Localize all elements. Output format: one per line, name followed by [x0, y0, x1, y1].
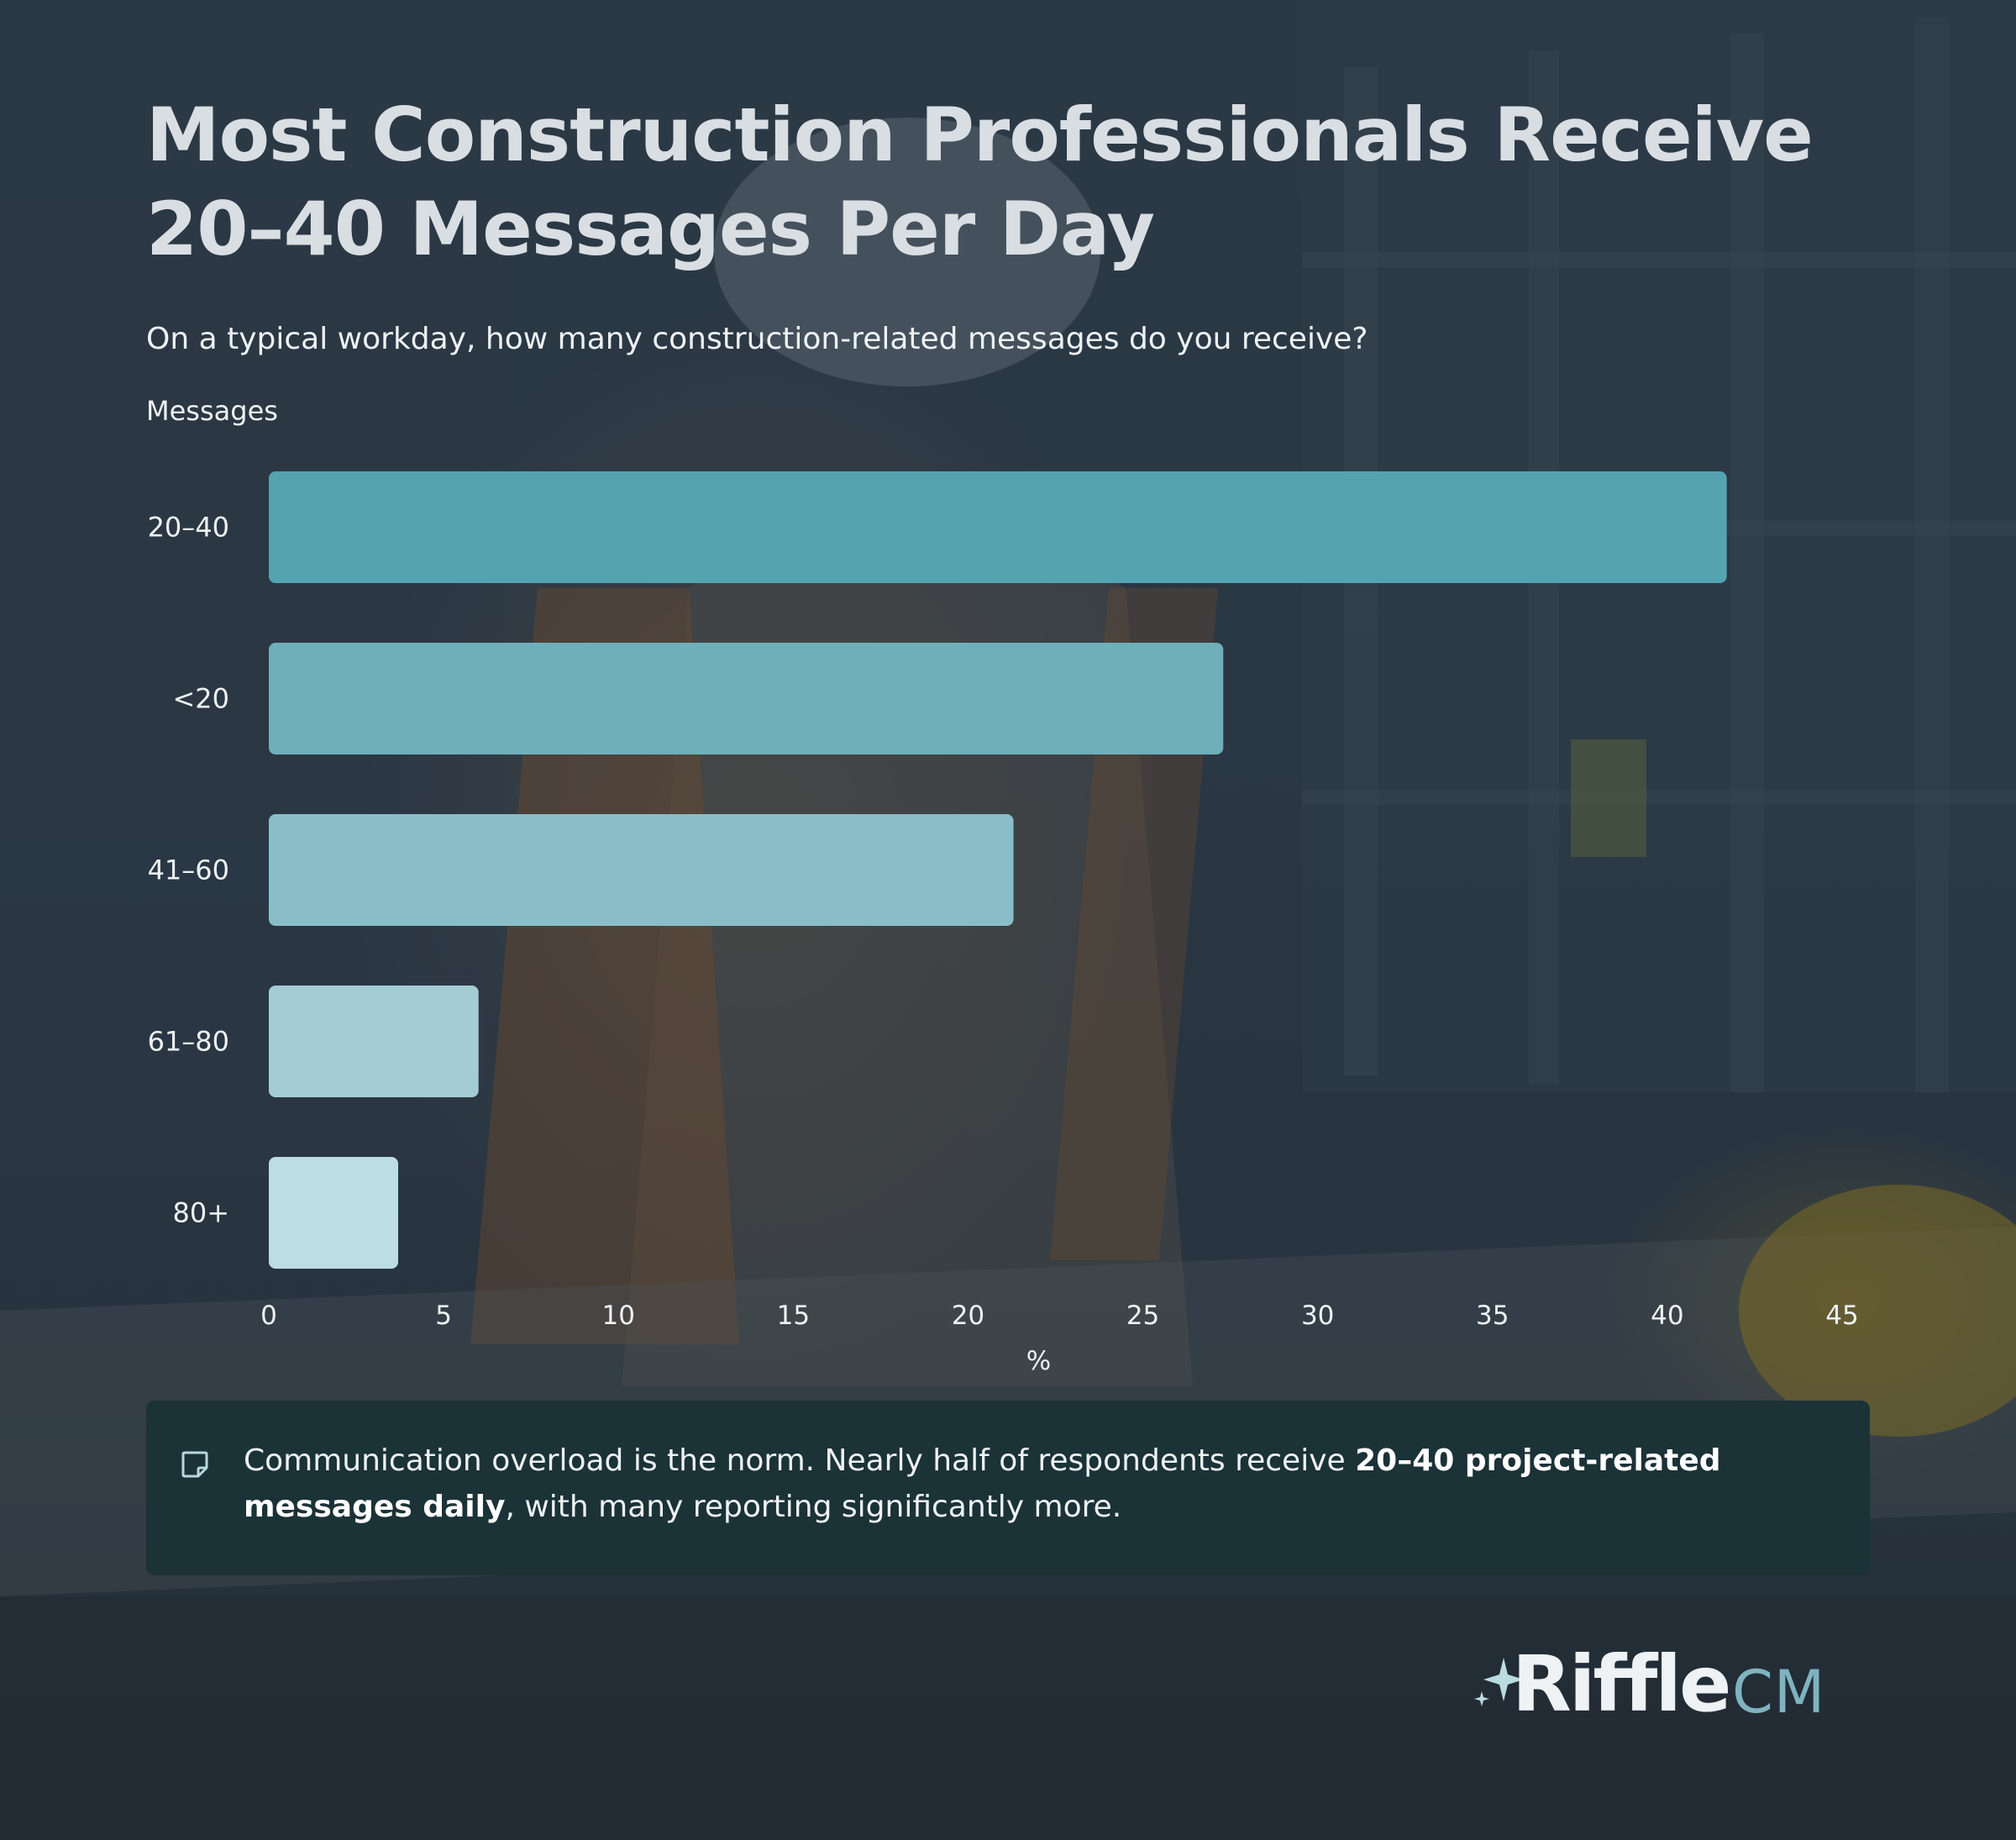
logo-brand: Riffle: [1512, 1639, 1731, 1729]
chart-subtitle: On a typical workday, how many construct…: [146, 322, 1368, 356]
chart-title: Most Construction Professionals Receive …: [146, 92, 1814, 272]
category-label: <20: [172, 683, 229, 715]
x-tick-label: 20: [952, 1301, 984, 1331]
y-axis-label: Messages: [146, 395, 278, 427]
x-tick-label: 15: [777, 1301, 810, 1331]
insight-callout: Communication overload is the norm. Near…: [146, 1401, 1870, 1575]
x-axis-label: %: [1026, 1346, 1051, 1376]
category-label: 61–80: [148, 1026, 229, 1058]
x-tick-label: 10: [601, 1301, 634, 1331]
sparkle-icon: [1474, 1658, 1524, 1706]
bar-4: [269, 1157, 399, 1269]
callout-text-after: , with many reporting significantly more…: [505, 1490, 1122, 1524]
category-label: 80+: [172, 1197, 229, 1229]
callout-text: Communication overload is the norm. Near…: [244, 1438, 1823, 1530]
category-label: 41–60: [148, 854, 229, 886]
x-tick-label: 40: [1651, 1301, 1683, 1331]
x-tick-label: 35: [1476, 1301, 1509, 1331]
callout-text-before: Communication overload is the norm. Near…: [244, 1443, 1356, 1478]
rifflecm-logo: Riffle CM: [1470, 1643, 1840, 1727]
callout-text-bold: 20–40 project-related messages daily: [244, 1443, 1721, 1524]
x-tick-label: 30: [1301, 1301, 1334, 1331]
category-label: 20–40: [148, 512, 229, 544]
x-tick-label: 25: [1126, 1301, 1159, 1331]
x-tick-label: 5: [435, 1301, 452, 1331]
bar-1: [269, 643, 1224, 754]
logo-suffix: CM: [1732, 1658, 1826, 1727]
bar-3: [269, 986, 479, 1097]
bar-2: [269, 814, 1014, 926]
note-icon: [181, 1451, 208, 1478]
x-tick-label: 45: [1825, 1301, 1858, 1331]
bar-chart: 20–40 <20 41–60 61–80 80+ 0 5 10 15 20 25 30 35 40 45%: [148, 471, 1859, 1376]
bar-0: [269, 471, 1727, 583]
x-tick-label: 0: [260, 1301, 277, 1331]
